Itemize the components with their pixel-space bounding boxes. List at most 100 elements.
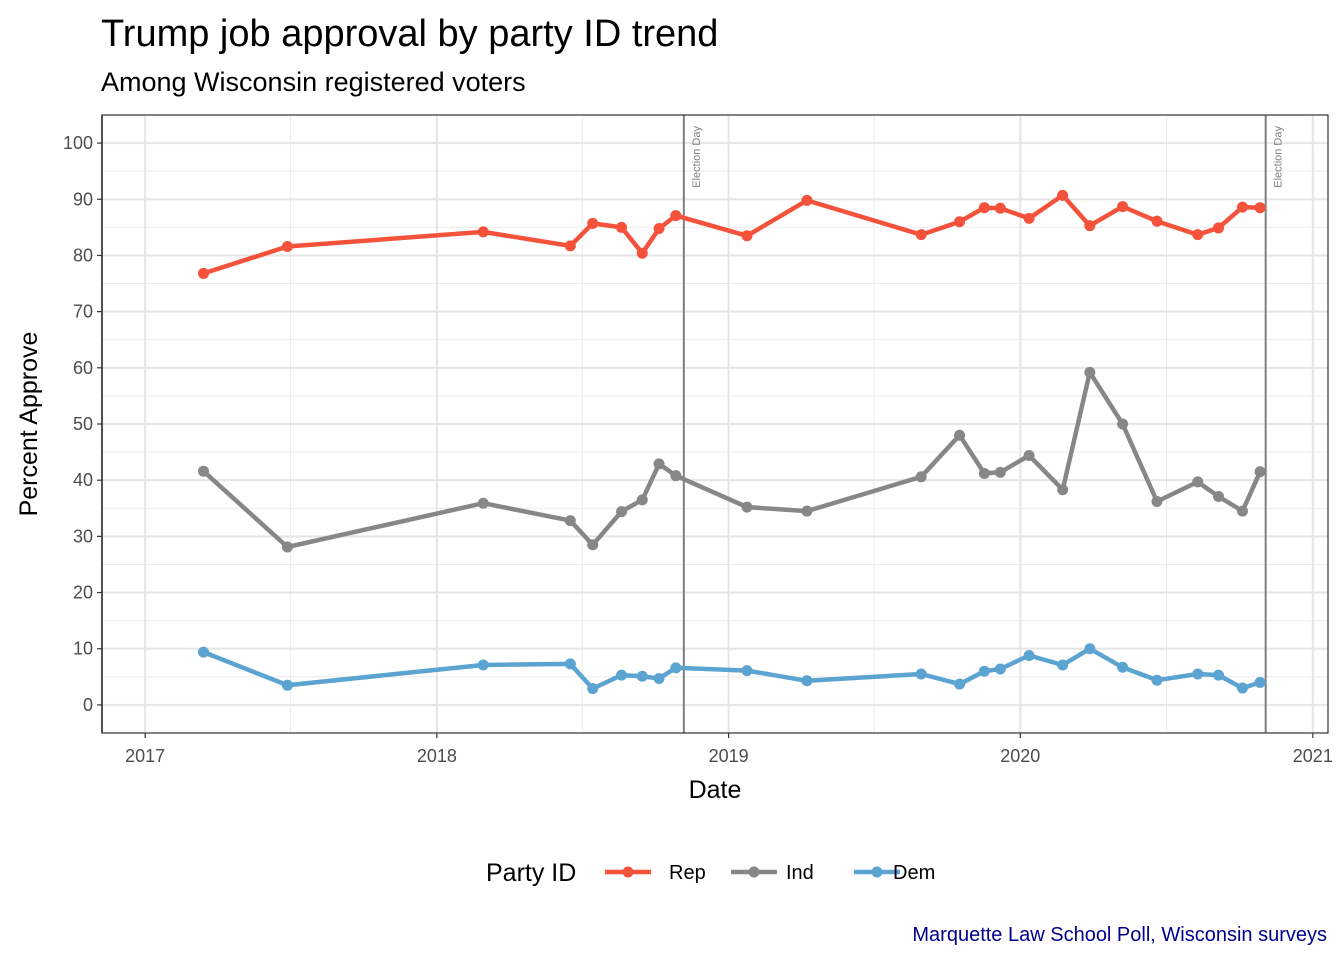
data-point-dem [1151,674,1163,686]
series-line-dem [201,646,1263,691]
legend-key-point [622,866,634,878]
data-point-ind [801,505,813,517]
y-tick-label: 10 [73,639,93,659]
data-point-rep [564,240,576,252]
data-point-rep [1023,212,1035,224]
legend-label: Ind [786,862,814,884]
data-point-ind [1236,505,1248,517]
legend-title: Party ID [486,859,576,887]
y-axis-title: Percent Approve [15,332,43,517]
legend-key-point [748,866,760,878]
data-point-ind [636,494,648,506]
data-point-rep [994,202,1006,214]
data-point-rep [954,216,966,228]
y-tick-label: 90 [73,189,93,209]
data-point-rep [615,221,627,233]
data-point-ind [1254,466,1266,478]
data-point-ind [653,458,665,470]
data-point-dem [281,679,293,691]
x-tick-label: 2020 [1000,746,1040,766]
legend: Party ID Rep Ind Dem [486,859,935,887]
y-tick-label: 0 [83,695,93,715]
data-point-ind [587,539,599,551]
data-point-ind [281,541,293,553]
data-point-rep [198,267,210,279]
data-point-ind [477,497,489,509]
data-point-rep [636,247,648,259]
legend-item-rep: Rep [605,862,706,884]
data-point-dem [994,663,1006,675]
legend-label: Rep [669,862,706,884]
x-axis-title: Date [689,776,742,804]
data-point-dem [1084,643,1096,655]
data-point-dem [915,668,927,680]
data-point-ind [994,466,1006,478]
data-point-ind [670,470,682,482]
chart-caption: Marquette Law School Poll, Wisconsin sur… [912,924,1327,946]
data-point-dem [801,675,813,687]
legend-key-point [871,866,883,878]
chart-subtitle: Among Wisconsin registered voters [101,67,526,97]
election-day-label: Election Day [1273,126,1285,188]
data-point-rep [1236,201,1248,213]
data-point-ind [954,429,966,441]
data-point-dem [1236,682,1248,694]
data-point-rep [1057,189,1069,201]
y-tick-label: 100 [63,133,93,153]
data-point-rep [477,226,489,238]
legend-item-dem: Dem [854,862,935,884]
major-gridlines [102,115,1328,733]
data-point-ind [1192,476,1204,488]
data-point-dem [1213,669,1225,681]
data-point-rep [670,210,682,222]
data-point-rep [1151,215,1163,227]
data-point-rep [1084,220,1096,232]
data-point-rep [1192,229,1204,241]
data-point-dem [1057,659,1069,671]
data-point-dem [1254,676,1266,688]
data-point-rep [1213,222,1225,234]
data-point-dem [1117,661,1129,673]
data-point-ind [915,471,927,483]
data-point-ind [1057,484,1069,496]
y-tick-label: 20 [73,583,93,603]
data-point-rep [741,230,753,242]
series-line-ind [201,370,1263,550]
data-point-rep [1254,202,1266,214]
data-point-rep [281,240,293,252]
y-tick-label: 30 [73,526,93,546]
series-points [198,189,1266,695]
chart-title: Trump job approval by party ID trend [101,13,718,55]
data-point-ind [1023,449,1035,461]
data-point-dem [615,669,627,681]
data-point-dem [741,665,753,677]
data-point-ind [564,515,576,527]
data-point-rep [978,202,990,214]
data-point-rep [1117,201,1129,213]
data-point-dem [198,646,210,658]
x-tick-label: 2018 [417,746,457,766]
data-point-ind [1117,418,1129,430]
data-point-dem [587,683,599,695]
data-point-dem [978,665,990,677]
y-tick-label: 60 [73,358,93,378]
data-point-dem [1023,649,1035,661]
data-point-ind [1084,366,1096,378]
y-tick-label: 40 [73,470,93,490]
election-day-label: Election Day [691,126,703,188]
y-tick-label: 50 [73,414,93,434]
data-point-dem [477,659,489,671]
y-tick-label: 80 [73,245,93,265]
legend-item-ind: Ind [731,862,814,884]
data-point-ind [198,465,210,477]
data-point-ind [978,467,990,479]
data-point-rep [587,217,599,229]
x-tick-label: 2017 [125,746,165,766]
data-point-dem [653,673,665,685]
x-tick-label: 2019 [709,746,749,766]
legend-label: Dem [893,862,935,884]
data-point-dem [636,670,648,682]
data-point-dem [564,658,576,670]
data-point-ind [1151,496,1163,508]
